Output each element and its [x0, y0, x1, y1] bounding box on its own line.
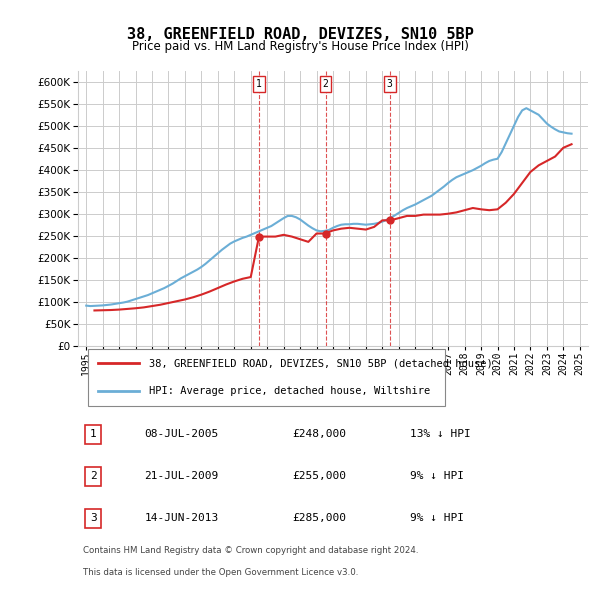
Text: Contains HM Land Registry data © Crown copyright and database right 2024.: Contains HM Land Registry data © Crown c… [83, 546, 419, 556]
Text: 2: 2 [323, 79, 329, 89]
Text: 1: 1 [256, 79, 262, 89]
Text: 21-JUL-2009: 21-JUL-2009 [145, 471, 218, 481]
Text: 38, GREENFIELD ROAD, DEVIZES, SN10 5BP (detached house): 38, GREENFIELD ROAD, DEVIZES, SN10 5BP (… [149, 358, 493, 368]
Text: £255,000: £255,000 [292, 471, 346, 481]
Text: 1: 1 [90, 430, 97, 440]
Text: 2: 2 [90, 471, 97, 481]
Text: £248,000: £248,000 [292, 430, 346, 440]
Text: 38, GREENFIELD ROAD, DEVIZES, SN10 5BP: 38, GREENFIELD ROAD, DEVIZES, SN10 5BP [127, 27, 473, 41]
Text: 08-JUL-2005: 08-JUL-2005 [145, 430, 218, 440]
Text: 3: 3 [90, 513, 97, 523]
Text: 13% ↓ HPI: 13% ↓ HPI [409, 430, 470, 440]
Text: £285,000: £285,000 [292, 513, 346, 523]
Text: 9% ↓ HPI: 9% ↓ HPI [409, 471, 464, 481]
Text: Price paid vs. HM Land Registry's House Price Index (HPI): Price paid vs. HM Land Registry's House … [131, 40, 469, 53]
FancyBboxPatch shape [88, 349, 445, 406]
Text: 3: 3 [387, 79, 392, 89]
Text: 14-JUN-2013: 14-JUN-2013 [145, 513, 218, 523]
Text: This data is licensed under the Open Government Licence v3.0.: This data is licensed under the Open Gov… [83, 568, 358, 576]
Text: 9% ↓ HPI: 9% ↓ HPI [409, 513, 464, 523]
Text: HPI: Average price, detached house, Wiltshire: HPI: Average price, detached house, Wilt… [149, 386, 431, 396]
